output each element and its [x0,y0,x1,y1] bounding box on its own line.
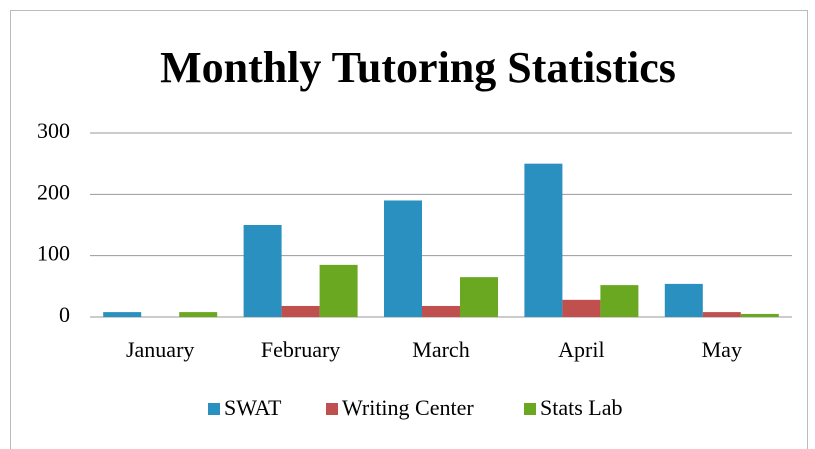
legend-swatch [208,403,220,415]
x-tick-label: April [558,337,604,362]
bar [319,264,358,317]
bar [524,163,563,317]
legend-swatch [524,403,536,415]
legend-label: SWAT [224,395,282,420]
x-tick-label: January [126,337,194,362]
bar [702,312,741,317]
bar [179,312,218,317]
bar [562,299,601,317]
x-tick-label: February [261,337,340,362]
bar [664,283,703,317]
bar [103,312,142,317]
bar [600,285,639,317]
y-tick-label: 200 [37,179,70,204]
bar [384,200,422,317]
y-tick-label: 0 [59,302,70,327]
x-tick-label: March [412,337,469,362]
legend-label: Writing Center [342,395,474,420]
x-tick-label: May [702,337,742,362]
chart-frame [10,10,808,449]
bar [740,313,779,317]
bar [281,305,320,317]
legend-label: Stats Lab [540,395,623,420]
bar [460,277,498,317]
chart-title: Monthly Tutoring Statistics [160,43,676,92]
y-tick-label: 300 [37,118,70,143]
y-tick-label: 100 [37,241,70,266]
legend-swatch [326,403,338,415]
bar [422,305,460,317]
bar [243,225,282,317]
